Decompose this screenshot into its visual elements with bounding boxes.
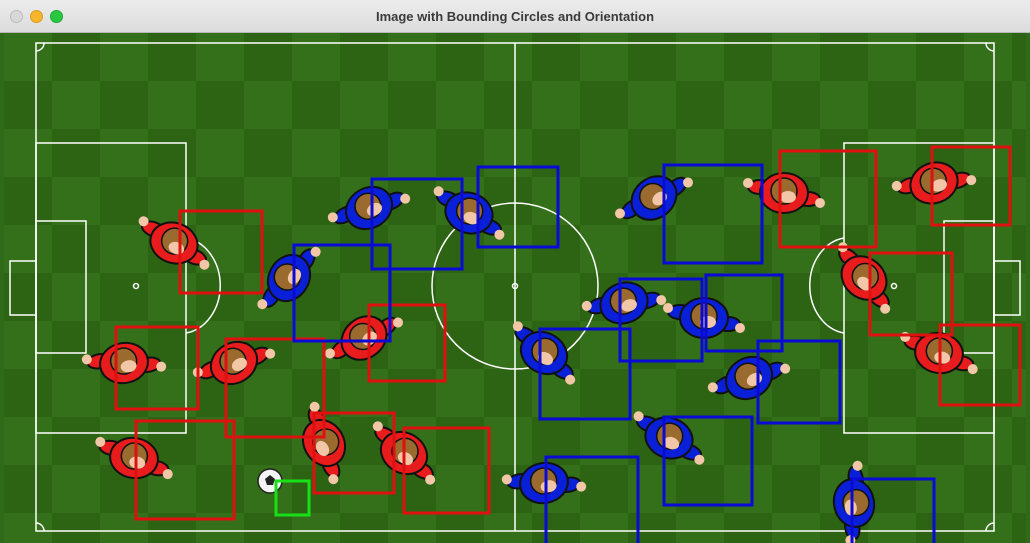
- right-goal: [993, 260, 1021, 316]
- blue-bounding-box: [476, 165, 560, 249]
- close-window-icon[interactable]: [10, 10, 23, 23]
- pitch-markings: [9, 42, 1021, 532]
- blue-player: [512, 321, 576, 385]
- red-bounding-box: [930, 145, 1012, 227]
- corner-arc-tl: [35, 42, 45, 52]
- center-circle: [431, 202, 599, 370]
- blue-bounding-box: [538, 327, 632, 421]
- blue-bounding-box: [756, 339, 842, 425]
- blue-bounding-box: [370, 177, 464, 271]
- blue-player: [581, 281, 667, 325]
- red-bounding-box: [402, 426, 491, 515]
- soccer-field-image: [4, 33, 1026, 543]
- right-penalty-spot: [890, 282, 898, 290]
- players-layer: [81, 161, 978, 543]
- red-bounding-box: [178, 209, 264, 295]
- blue-player: [663, 297, 745, 339]
- red-bounding-box: [868, 251, 954, 337]
- red-player: [372, 421, 436, 485]
- corner-arc-tr: [985, 42, 995, 52]
- title-bar: Image with Bounding Circles and Orientat…: [0, 0, 1030, 33]
- maximize-window-icon[interactable]: [50, 10, 63, 23]
- red-bounding-box: [778, 149, 878, 249]
- red-bounding-box: [224, 337, 326, 439]
- pitch-canvas: [4, 33, 1026, 543]
- window-title: Image with Bounding Circles and Orientat…: [375, 9, 655, 24]
- blue-bounding-box: [704, 273, 784, 353]
- blue-player: [501, 461, 587, 505]
- blue-bounding-box: [544, 455, 640, 543]
- left-goal: [9, 260, 37, 316]
- minimize-window-icon[interactable]: [30, 10, 43, 23]
- red-player: [743, 172, 825, 214]
- right-penalty-arc: [809, 237, 845, 334]
- red-player: [95, 436, 173, 480]
- blue-player: [633, 411, 705, 465]
- blue-bounding-box: [662, 163, 764, 265]
- left-penalty-arc: [185, 237, 221, 334]
- blue-bounding-box: [850, 477, 936, 543]
- red-bounding-box: [312, 411, 396, 495]
- blue-bounding-box: [292, 243, 392, 343]
- left-penalty-spot: [132, 282, 140, 290]
- red-player: [81, 341, 167, 385]
- blue-player: [707, 355, 791, 401]
- blue-player: [832, 460, 876, 543]
- red-bounding-box: [114, 325, 200, 411]
- red-bounding-box: [367, 303, 447, 383]
- corner-arc-br: [985, 522, 995, 532]
- ball-bounding-box: [274, 479, 311, 517]
- corner-arc-bl: [35, 522, 45, 532]
- blue-bounding-box: [618, 277, 704, 363]
- center-spot: [511, 282, 519, 290]
- red-bounding-box: [134, 419, 236, 521]
- red-player: [837, 242, 891, 314]
- red-bounding-box: [938, 323, 1022, 407]
- bounding-boxes-layer: [114, 145, 1022, 543]
- blue-bounding-box: [662, 415, 754, 507]
